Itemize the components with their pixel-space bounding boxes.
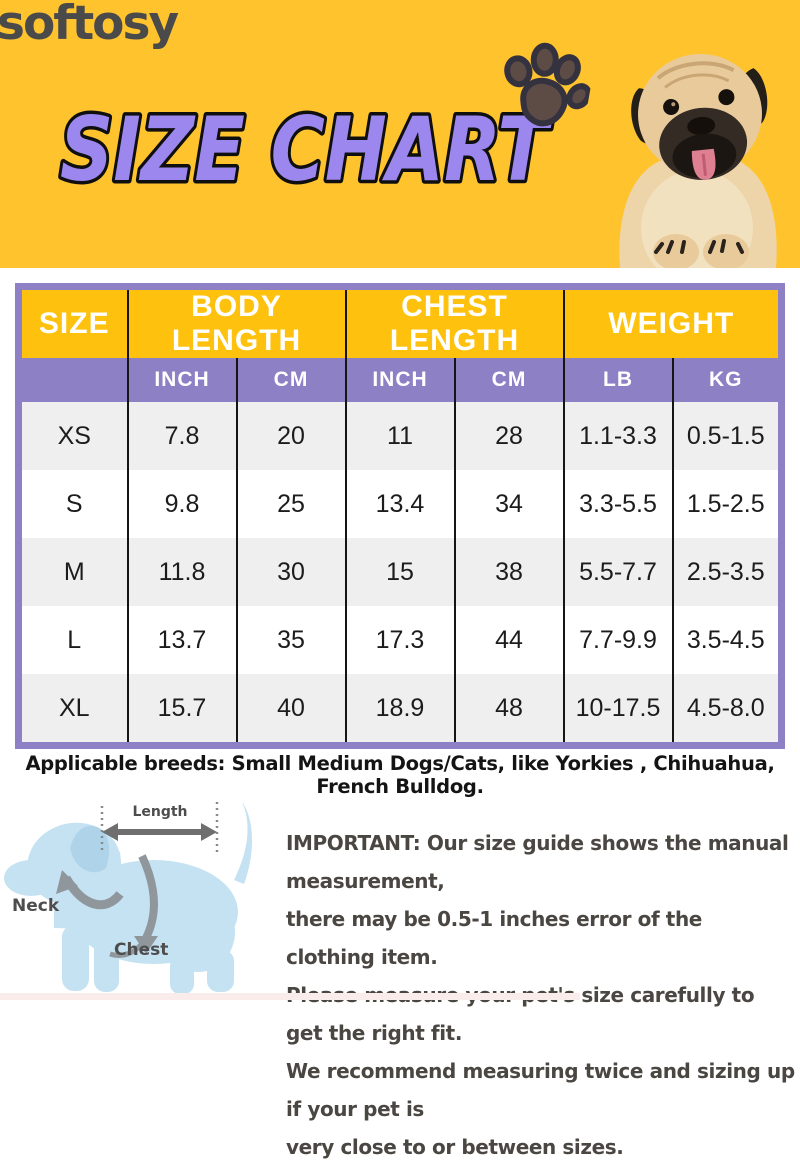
cell: 30 [235, 538, 346, 606]
cell: 9.8 [126, 470, 237, 538]
header-weight: WEIGHT [562, 286, 782, 358]
bottom-edge-strip [0, 993, 580, 1000]
header-chest-length: CHEST LENGTH [344, 286, 564, 358]
cell: 4.5-8.0 [671, 674, 782, 746]
chest-label: Chest [114, 940, 168, 960]
cell: 11 [344, 402, 455, 470]
dog-measurement-diagram: Length Neck Chest [4, 802, 253, 994]
cell: 15 [344, 538, 455, 606]
subheader-cm-chest: CM [453, 358, 564, 402]
cell: 7.8 [126, 402, 237, 470]
subheader-inch-chest: INCH [344, 358, 455, 402]
table-header-row: SIZE BODY LENGTH CHEST LENGTH WEIGHT [18, 286, 782, 358]
table-row-m: M 11.8 30 15 38 5.5-7.7 2.5-3.5 [18, 538, 782, 606]
cell: XS [18, 402, 128, 470]
cell: 44 [453, 606, 564, 674]
paw-print-icon [504, 42, 592, 127]
brand-logo: softosy [0, 0, 179, 51]
cell: 20 [235, 402, 346, 470]
cell: 48 [453, 674, 564, 746]
applicable-breeds-note: Applicable breeds: Small Medium Dogs/Cat… [25, 752, 775, 798]
subheader-blank [18, 358, 128, 402]
measuring-section: Length Neck Chest IMPORTANT: Our size gu… [0, 788, 800, 1159]
hero-banner: softosy SIZE CHART [0, 0, 800, 268]
size-table-wrap: SIZE BODY LENGTH CHEST LENGTH WEIGHT INC… [15, 283, 785, 749]
cell: L [18, 606, 128, 674]
neck-arrowhead [56, 870, 78, 894]
table-row-s: S 9.8 25 13.4 34 3.3-5.5 1.5-2.5 [18, 470, 782, 538]
important-line: very close to or between sizes. [286, 1135, 624, 1159]
cell: 40 [235, 674, 346, 746]
length-label: Length [132, 804, 187, 820]
header-body-length: BODY LENGTH [126, 286, 346, 358]
table-subheader-row: INCH CM INCH CM LB KG [18, 358, 782, 402]
important-line: there may be 0.5-1 inches error of the c… [286, 907, 702, 969]
cell: 38 [453, 538, 564, 606]
table-row-xl: XL 15.7 40 18.9 48 10-17.5 4.5-8.0 [18, 674, 782, 746]
size-chart-table: SIZE BODY LENGTH CHEST LENGTH WEIGHT INC… [15, 283, 785, 749]
subheader-kg: KG [671, 358, 782, 402]
cell: 1.1-3.3 [562, 402, 673, 470]
cell: 3.3-5.5 [562, 470, 673, 538]
page-title: SIZE CHART [58, 98, 557, 203]
chest-arrowhead [134, 936, 158, 954]
important-line: Please measure your pet's size carefully… [286, 983, 755, 1045]
length-measure [100, 802, 219, 856]
important-line: We recommend measuring twice and sizing … [286, 1059, 795, 1121]
pug-photo [619, 53, 777, 268]
important-line: IMPORTANT: Our size guide shows the manu… [286, 831, 789, 893]
cell: 1.5-2.5 [671, 470, 782, 538]
cell: 28 [453, 402, 564, 470]
cell: 5.5-7.7 [562, 538, 673, 606]
cell: 11.8 [126, 538, 237, 606]
cell: 0.5-1.5 [671, 402, 782, 470]
cell: S [18, 470, 128, 538]
page-title-text: SIZE CHART [60, 98, 553, 201]
table-row-xs: XS 7.8 20 11 28 1.1-3.3 0.5-1.5 [18, 402, 782, 470]
dog-ear [70, 825, 110, 873]
cell: 13.7 [126, 606, 237, 674]
cell: 25 [235, 470, 346, 538]
subheader-cm-body: CM [235, 358, 346, 402]
cell: 18.9 [344, 674, 455, 746]
cell: M [18, 538, 128, 606]
cell: 13.4 [344, 470, 455, 538]
subheader-lb: LB [562, 358, 673, 402]
cell: 2.5-3.5 [671, 538, 782, 606]
dog-silhouette [4, 802, 253, 994]
cell: 35 [235, 606, 346, 674]
neck-label: Neck [12, 896, 60, 916]
header-size: SIZE [18, 286, 128, 358]
cell: 34 [453, 470, 564, 538]
table-row-l: L 13.7 35 17.3 44 7.7-9.9 3.5-4.5 [18, 606, 782, 674]
cell: 3.5-4.5 [671, 606, 782, 674]
subheader-inch-body: INCH [126, 358, 237, 402]
cell: XL [18, 674, 128, 746]
cell: 15.7 [126, 674, 237, 746]
cell: 10-17.5 [562, 674, 673, 746]
cell: 7.7-9.9 [562, 606, 673, 674]
cell: 17.3 [344, 606, 455, 674]
